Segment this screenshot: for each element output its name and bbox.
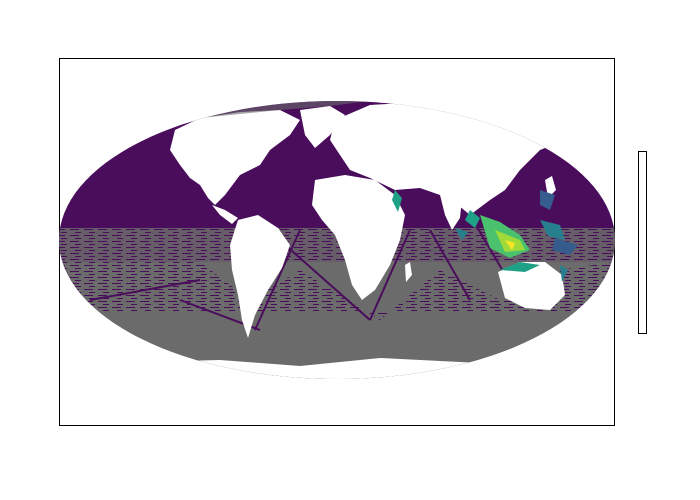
south-america <box>230 215 290 338</box>
india <box>440 195 462 230</box>
madagascar <box>405 262 412 282</box>
high-impact-zones <box>392 190 578 282</box>
japan <box>545 176 556 198</box>
eurasia <box>330 102 565 215</box>
north-america <box>170 110 300 205</box>
color-scale-legend <box>638 151 647 334</box>
greenland <box>300 106 345 148</box>
shipping-lanes-south <box>59 262 615 320</box>
africa <box>312 175 405 300</box>
central-america <box>212 205 238 224</box>
antarctica <box>59 358 615 379</box>
australia <box>498 262 565 310</box>
shipping-lanes <box>89 204 521 331</box>
new-zealand <box>590 300 598 320</box>
